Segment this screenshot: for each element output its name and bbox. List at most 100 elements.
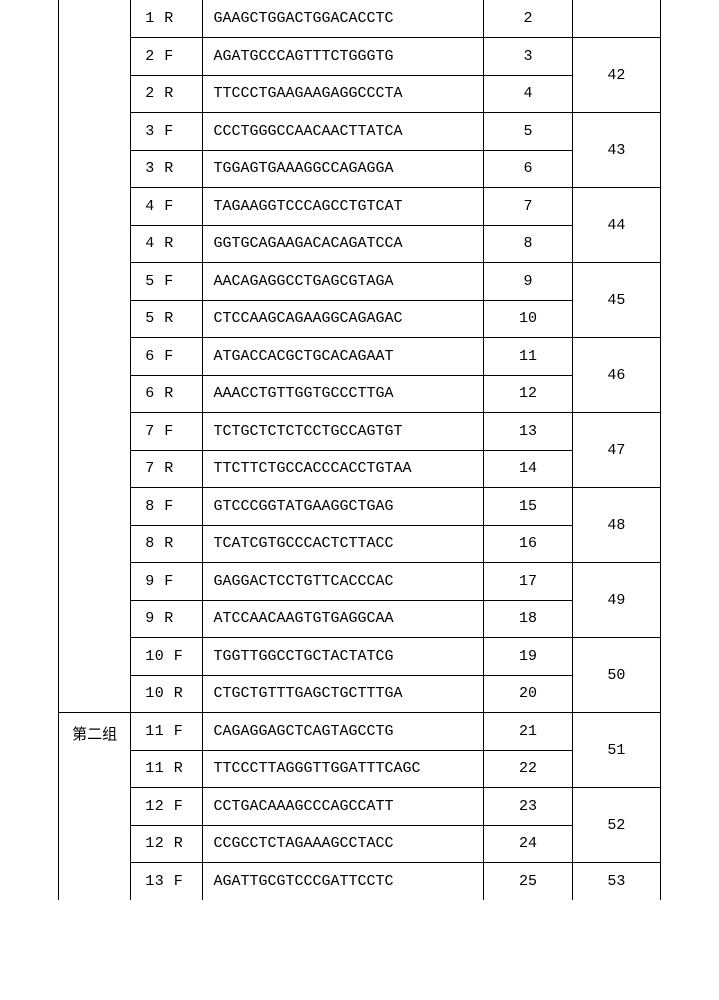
table-row: 2 R TTCCCTGAAGAAGAGGCCCTA 4 [59,75,661,113]
table-row: 4 R GGTGCAGAAGACACAGATCCA 8 [59,225,661,263]
sequence-table: 1 R GAAGCTGGACTGGACACCTC 2 2 F AGATGCCCA… [58,0,661,900]
id-cell: 2 R [131,75,203,113]
table-row: 3 F CCCTGGGCCAACAACTTATCA 5 43 [59,113,661,151]
id-cell: 6 R [131,375,203,413]
table-row: 7 F TCTGCTCTCTCCTGCCAGTGT 13 47 [59,413,661,451]
id-cell: 10 F [131,638,203,676]
num-cell: 8 [484,225,572,263]
id-cell: 3 F [131,113,203,151]
table-row: 6 F ATGACCACGCTGCACAGAAT 11 46 [59,338,661,376]
id-cell: 5 F [131,263,203,301]
table-row: 13 F AGATTGCGTCCCGATTCCTC 25 53 [59,863,661,901]
seq-cell: CAGAGGAGCTCAGTAGCCTG [203,713,484,751]
last-cell: 46 [572,338,660,413]
table-row: 3 R TGGAGTGAAAGGCCAGAGGA 6 [59,150,661,188]
table-row: 5 F AACAGAGGCCTGAGCGTAGA 9 45 [59,263,661,301]
id-cell: 1 R [131,0,203,38]
seq-cell: CCTGACAAAGCCCAGCCATT [203,788,484,826]
seq-cell: AGATGCCCAGTTTCTGGGTG [203,38,484,76]
num-cell: 10 [484,300,572,338]
seq-cell: CTGCTGTTTGAGCTGCTTTGA [203,675,484,713]
id-cell: 7 R [131,450,203,488]
last-cell: 43 [572,113,660,188]
num-cell: 23 [484,788,572,826]
num-cell: 6 [484,150,572,188]
num-cell: 12 [484,375,572,413]
seq-cell: GGTGCAGAAGACACAGATCCA [203,225,484,263]
num-cell: 22 [484,750,572,788]
group-cell-blank [59,0,131,713]
table-row: 第二组 11 F CAGAGGAGCTCAGTAGCCTG 21 51 [59,713,661,751]
id-cell: 6 F [131,338,203,376]
last-cell: 48 [572,488,660,563]
table-row: 8 F GTCCCGGTATGAAGGCTGAG 15 48 [59,488,661,526]
num-cell: 20 [484,675,572,713]
seq-cell: TGGTTGGCCTGCTACTATCG [203,638,484,676]
table-row: 10 F TGGTTGGCCTGCTACTATCG 19 50 [59,638,661,676]
id-cell: 9 R [131,600,203,638]
id-cell: 2 F [131,38,203,76]
last-cell: 44 [572,188,660,263]
table-row: 9 R ATCCAACAAGTGTGAGGCAA 18 [59,600,661,638]
table-row: 2 F AGATGCCCAGTTTCTGGGTG 3 42 [59,38,661,76]
num-cell: 7 [484,188,572,226]
seq-cell: TGGAGTGAAAGGCCAGAGGA [203,150,484,188]
seq-cell: ATGACCACGCTGCACAGAAT [203,338,484,376]
last-cell: 51 [572,713,660,788]
num-cell: 24 [484,825,572,863]
num-cell: 17 [484,563,572,601]
page: 1 R GAAGCTGGACTGGACACCTC 2 2 F AGATGCCCA… [0,0,719,1000]
table-row: 8 R TCATCGTGCCCACTCTTACC 16 [59,525,661,563]
num-cell: 9 [484,263,572,301]
table-row: 10 R CTGCTGTTTGAGCTGCTTTGA 20 [59,675,661,713]
seq-cell: TAGAAGGTCCCAGCCTGTCAT [203,188,484,226]
num-cell: 11 [484,338,572,376]
seq-cell: AAACCTGTTGGTGCCCTTGA [203,375,484,413]
table-row: 1 R GAAGCTGGACTGGACACCTC 2 [59,0,661,38]
id-cell: 12 R [131,825,203,863]
num-cell: 25 [484,863,572,901]
seq-cell: TTCTTCTGCCACCCACCTGTAA [203,450,484,488]
num-cell: 16 [484,525,572,563]
table-row: 9 F GAGGACTCCTGTTCACCCAC 17 49 [59,563,661,601]
num-cell: 21 [484,713,572,751]
last-cell: 42 [572,38,660,113]
last-cell: 50 [572,638,660,713]
id-cell: 7 F [131,413,203,451]
num-cell: 13 [484,413,572,451]
num-cell: 2 [484,0,572,38]
id-cell: 11 R [131,750,203,788]
last-cell: 52 [572,788,660,863]
num-cell: 5 [484,113,572,151]
seq-cell: ATCCAACAAGTGTGAGGCAA [203,600,484,638]
num-cell: 4 [484,75,572,113]
num-cell: 15 [484,488,572,526]
seq-cell: AACAGAGGCCTGAGCGTAGA [203,263,484,301]
id-cell: 4 R [131,225,203,263]
id-cell: 8 F [131,488,203,526]
seq-cell: CCGCCTCTAGAAAGCCTACC [203,825,484,863]
seq-cell: TTCCCTGAAGAAGAGGCCCTA [203,75,484,113]
seq-cell: GAAGCTGGACTGGACACCTC [203,0,484,38]
num-cell: 3 [484,38,572,76]
table-row: 7 R TTCTTCTGCCACCCACCTGTAA 14 [59,450,661,488]
seq-cell: GAGGACTCCTGTTCACCCAC [203,563,484,601]
id-cell: 9 F [131,563,203,601]
seq-cell: CTCCAAGCAGAAGGCAGAGAC [203,300,484,338]
last-cell [572,0,660,38]
table-row: 12 F CCTGACAAAGCCCAGCCATT 23 52 [59,788,661,826]
id-cell: 13 F [131,863,203,901]
last-cell: 49 [572,563,660,638]
id-cell: 5 R [131,300,203,338]
seq-cell: CCCTGGGCCAACAACTTATCA [203,113,484,151]
last-cell: 45 [572,263,660,338]
seq-cell: TTCCCTTAGGGTTGGATTTCAGC [203,750,484,788]
seq-cell: GTCCCGGTATGAAGGCTGAG [203,488,484,526]
group-cell-2: 第二组 [59,713,131,901]
table-row: 5 R CTCCAAGCAGAAGGCAGAGAC 10 [59,300,661,338]
table-row: 12 R CCGCCTCTAGAAAGCCTACC 24 [59,825,661,863]
table-row: 11 R TTCCCTTAGGGTTGGATTTCAGC 22 [59,750,661,788]
table-row: 4 F TAGAAGGTCCCAGCCTGTCAT 7 44 [59,188,661,226]
last-cell: 53 [572,863,660,901]
seq-cell: AGATTGCGTCCCGATTCCTC [203,863,484,901]
